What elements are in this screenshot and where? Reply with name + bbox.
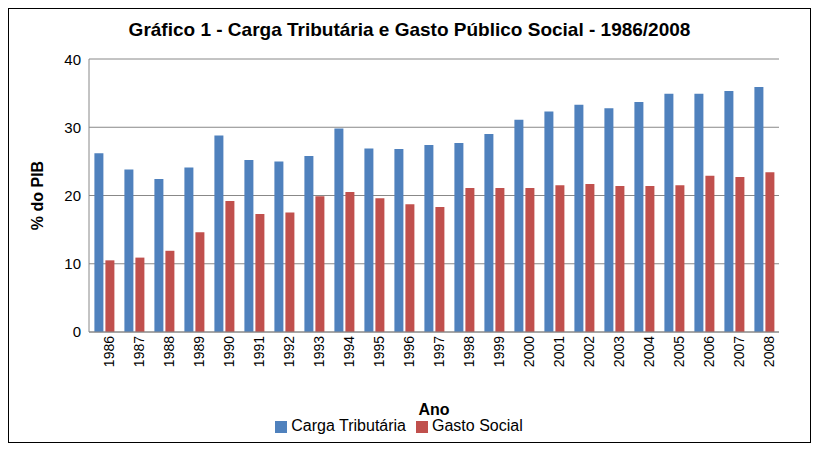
svg-text:1987: 1987 — [131, 336, 147, 367]
svg-text:2007: 2007 — [731, 336, 747, 367]
svg-text:1993: 1993 — [311, 336, 327, 367]
svg-text:Ano: Ano — [418, 401, 449, 418]
svg-text:20: 20 — [64, 187, 81, 204]
svg-text:1997: 1997 — [431, 336, 447, 367]
svg-text:1992: 1992 — [281, 336, 297, 367]
svg-text:% do PIB: % do PIB — [29, 161, 46, 230]
svg-text:1996: 1996 — [401, 336, 417, 367]
svg-text:1988: 1988 — [161, 336, 177, 367]
svg-text:1991: 1991 — [251, 336, 267, 367]
svg-text:2004: 2004 — [641, 336, 657, 367]
svg-text:2005: 2005 — [671, 336, 687, 367]
html-text:Gráfico 1 - Carga Tributária e: Gráfico 1 - Carga Tributária e Gasto Púb… — [128, 19, 691, 40]
svg-text:1990: 1990 — [221, 336, 237, 367]
svg-text:1998: 1998 — [461, 336, 477, 367]
svg-text:1995: 1995 — [371, 336, 387, 367]
svg-text:2002: 2002 — [581, 336, 597, 367]
svg-text:0: 0 — [73, 323, 81, 340]
svg-text:1986: 1986 — [101, 336, 117, 367]
svg-text:1994: 1994 — [341, 336, 357, 367]
svg-text:10: 10 — [64, 255, 81, 272]
svg-text:2008: 2008 — [761, 336, 777, 367]
html-text:Gasto Social: Gasto Social — [432, 417, 523, 434]
svg-text:2001: 2001 — [551, 336, 567, 367]
svg-text:30: 30 — [64, 119, 81, 136]
svg-text:1999: 1999 — [491, 336, 507, 367]
svg-text:2003: 2003 — [611, 336, 627, 367]
svg-text:40: 40 — [64, 51, 81, 68]
svg-text:1989: 1989 — [191, 336, 207, 367]
svg-text:2006: 2006 — [701, 336, 717, 367]
svg-text:2000: 2000 — [521, 336, 537, 367]
html-text:Carga Tributária: Carga Tributária — [291, 417, 406, 434]
